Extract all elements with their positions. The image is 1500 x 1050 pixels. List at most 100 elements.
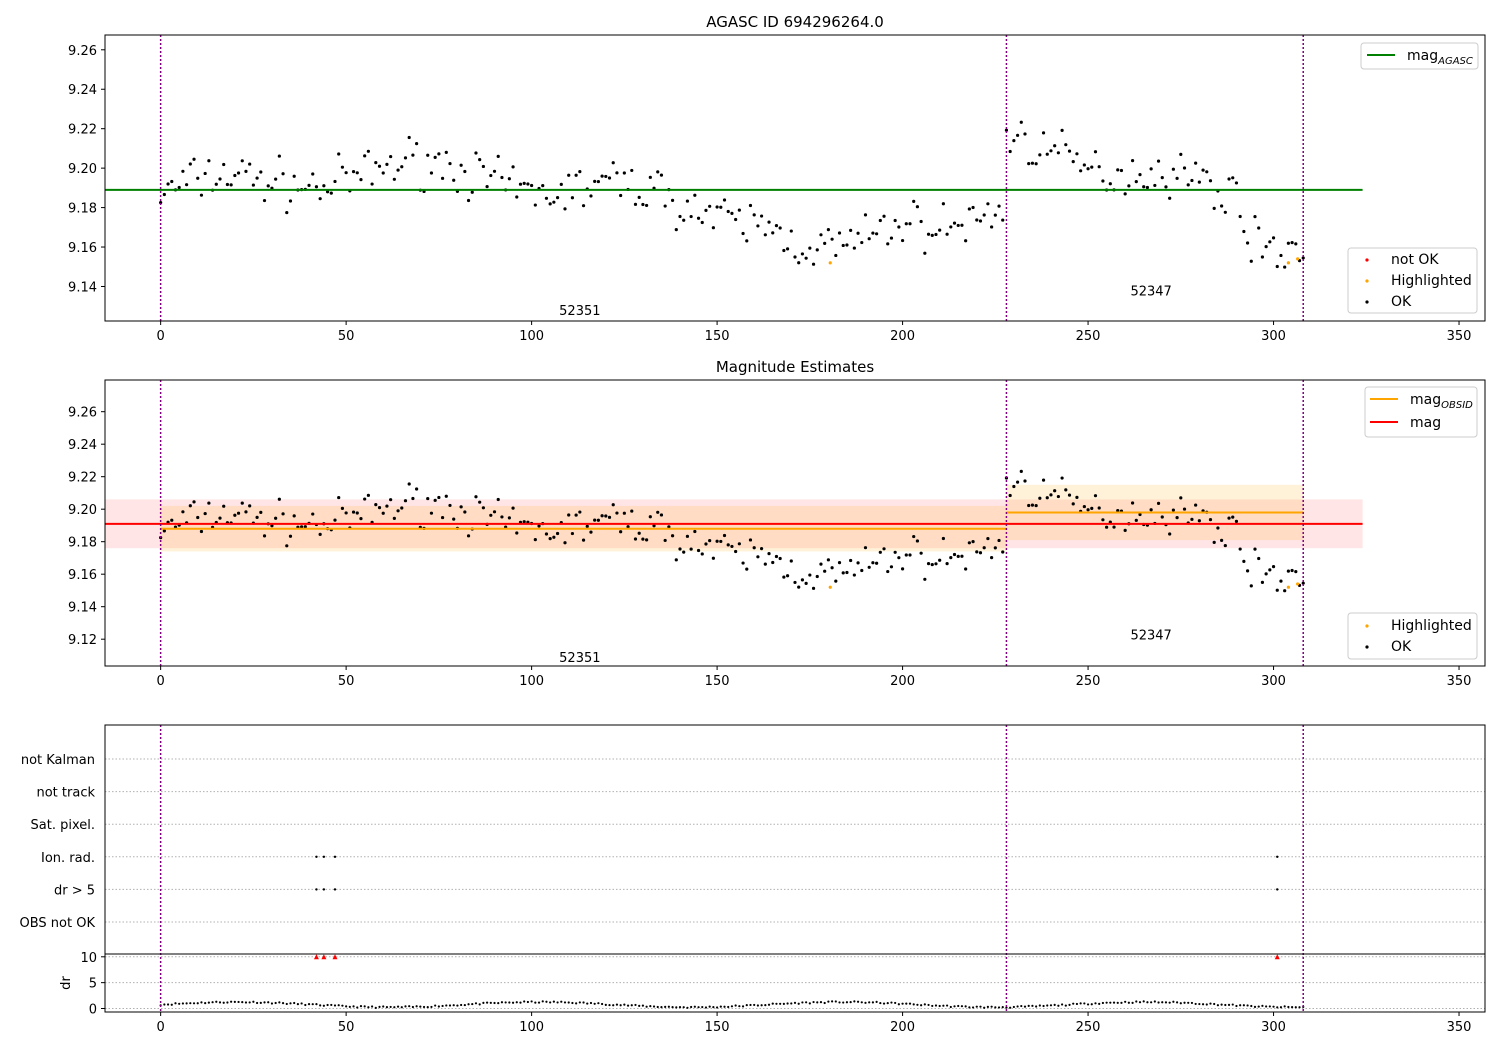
ok-point [248,162,252,166]
ok-point [1223,210,1227,214]
dr-clipped-marker [313,954,319,960]
dr-point [938,1004,941,1008]
ok-point [1112,525,1116,529]
ok-point [1212,540,1216,544]
dr-point [330,1003,333,1007]
dr-point [797,1002,800,1005]
ok-point [804,581,808,585]
ok-point [236,171,241,175]
mag-obsid-legend-label: magOBSID [1410,392,1473,411]
dr-point [1198,1002,1201,1006]
ok-point [589,194,593,198]
dr-point [478,1003,481,1006]
ok-point [1249,259,1253,263]
ok-point [188,162,192,166]
dr-point [1138,1001,1142,1004]
ok-point [585,524,589,528]
dr-point [322,1004,325,1007]
ok-point [756,224,760,228]
ok-point [611,161,615,165]
ok-point [722,198,727,202]
ok-point [403,499,408,503]
ok-point [852,246,856,250]
dr-point [790,1002,793,1005]
dr-point [1194,1002,1197,1006]
ok-point [778,226,782,230]
ok-point [941,202,945,206]
highlighted-point [1296,257,1300,261]
ok-point [333,179,337,184]
ok-point [845,243,849,247]
agasc-panel-background [105,35,1485,321]
ok-point [648,175,652,179]
x-tick-label: 250 [1076,329,1101,344]
dr-point [1053,1003,1056,1006]
ok-point [633,537,638,541]
x-tick-label: 250 [1076,1020,1101,1035]
ok-point [1012,484,1016,489]
ok-point [199,193,204,197]
ok-point [845,570,849,575]
ok-point [196,515,200,520]
dr-point [690,1005,693,1009]
dr-point [986,1005,990,1008]
ok-point [1127,184,1131,188]
ok-point [459,163,463,167]
dr-point [222,1001,225,1004]
ok-point [871,231,875,235]
ok-point [630,168,634,173]
ok-point [500,175,504,180]
ok-point [1220,538,1224,543]
dr-point [382,1005,385,1008]
ok-point [318,532,322,536]
ok-label: OK [1391,639,1412,655]
ok-point [433,155,437,159]
flag-point [322,888,326,891]
dr-point [1257,1005,1260,1008]
ok-point [1030,161,1035,165]
dr-point [248,1001,251,1004]
ok-point [1071,502,1075,506]
ok-point [192,157,196,161]
ok-point [1286,569,1290,573]
ok-point [555,196,560,200]
ok-point [1001,550,1005,554]
ok-point [567,513,571,517]
plot-frame [104,724,1486,1013]
ok-point [837,231,842,235]
dr-point [960,1005,964,1008]
ok-point [1067,493,1072,497]
ok-point [340,506,345,510]
x-tick-label: 50 [338,674,355,689]
dr-point [730,1005,734,1008]
dr-tick-label: 5 [89,977,97,992]
dr-point [1031,1004,1034,1007]
ok-point [1257,556,1261,561]
ok-point [1027,503,1031,508]
ok-point [600,514,604,518]
ok-point [696,216,701,220]
ok-point [934,562,938,566]
ok-point [875,561,879,565]
dr-point [834,1000,837,1003]
ok-point [485,184,489,189]
highlighted-marker [1365,279,1369,283]
dr-point [908,1002,912,1005]
ok-point [344,511,348,515]
ok-point [1205,170,1209,174]
dr-point [897,1003,900,1006]
dr-point [226,1001,229,1004]
ok-point [715,539,719,543]
ok-point [222,504,226,508]
ok-point [1253,215,1257,219]
x-tick-label: 50 [338,329,355,344]
ok-point [823,241,827,245]
ok-point [734,217,738,222]
ok-point [811,262,816,266]
ok-point [1134,518,1138,522]
ok-point [1223,543,1227,548]
dr-point [652,1005,656,1008]
dr-point [230,1000,233,1003]
ok-point [370,182,374,186]
